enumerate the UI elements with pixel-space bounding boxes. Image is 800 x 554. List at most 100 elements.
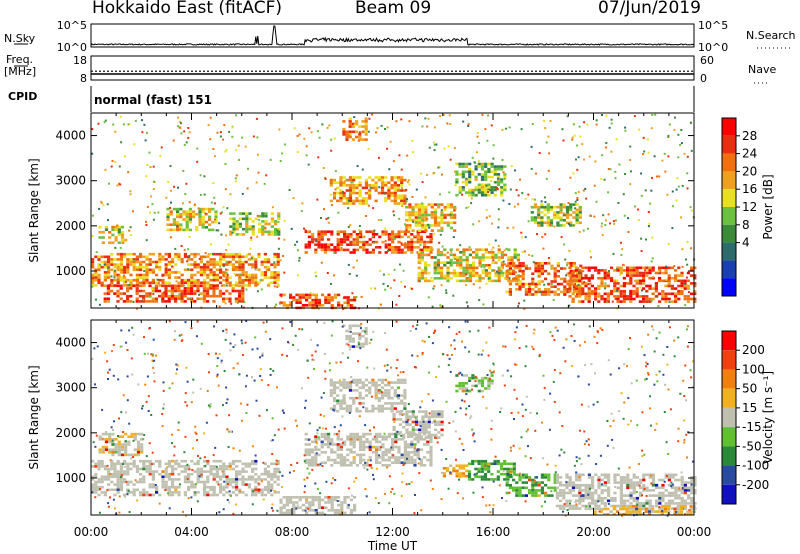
velocity-cell <box>343 498 347 502</box>
power-cell <box>429 238 433 241</box>
power-cell <box>590 292 594 296</box>
power-speckle <box>218 222 221 225</box>
power-cell <box>177 281 181 285</box>
power-speckle <box>690 149 693 152</box>
velocity-cell <box>587 483 591 487</box>
power-cell <box>330 296 334 299</box>
power-cell <box>563 277 567 281</box>
power-cell <box>403 246 407 249</box>
velocity-cell <box>531 494 535 497</box>
power-cell <box>94 284 98 287</box>
velocity-cell <box>568 481 572 484</box>
power-cell <box>215 263 219 266</box>
velocity-cell <box>405 428 409 432</box>
velocity-cell <box>199 467 203 471</box>
power-speckle <box>566 264 568 267</box>
power-speckle <box>543 283 546 286</box>
power-cell <box>247 284 251 287</box>
velocity-cell <box>107 483 111 486</box>
velocity-cell <box>559 481 563 484</box>
power-speckle <box>450 251 453 254</box>
power-speckle <box>623 214 626 217</box>
velocity-cell <box>384 394 388 397</box>
velocity-cell <box>270 483 274 486</box>
power-cell <box>145 294 149 298</box>
power-cell <box>195 226 199 229</box>
power-speckle <box>273 285 276 288</box>
velocity-cell <box>483 462 488 466</box>
power-cell <box>680 279 684 283</box>
power-cell <box>164 271 168 274</box>
velocity-cell <box>402 436 406 439</box>
power-cell <box>107 273 111 277</box>
power-cell <box>400 243 404 246</box>
power-cell <box>241 263 245 266</box>
power-cell <box>323 233 327 236</box>
power-cell <box>490 175 494 179</box>
velocity-cell <box>591 496 595 500</box>
velocity-cell <box>528 491 532 495</box>
velocity-cell <box>403 396 407 400</box>
velocity-cell <box>100 465 104 468</box>
velocity-cell <box>619 481 623 484</box>
velocity-cell <box>434 420 438 424</box>
velocity-cell <box>317 511 321 515</box>
power-cell <box>339 178 343 182</box>
power-speckle <box>643 150 646 153</box>
power-speckle <box>334 170 337 173</box>
power-speckle <box>621 248 624 251</box>
power-cell <box>417 224 422 227</box>
power-cell <box>355 197 359 200</box>
power-speckle <box>113 276 116 279</box>
power-cell <box>324 301 328 304</box>
power-cell <box>317 298 321 302</box>
power-cell <box>348 186 353 190</box>
power-cell <box>264 230 268 234</box>
power-cell <box>528 282 532 286</box>
power-speckle <box>509 265 512 268</box>
power-cell <box>638 300 642 303</box>
velocity-cell <box>575 494 579 497</box>
power-speckle <box>497 218 500 221</box>
power-cell <box>180 258 184 261</box>
power-cell <box>563 293 567 296</box>
power-cell <box>391 248 395 252</box>
power-cell <box>151 287 155 290</box>
power-cell <box>456 279 460 283</box>
power-cell <box>387 248 391 252</box>
power-cell <box>559 203 563 206</box>
power-speckle <box>560 236 563 239</box>
power-speckle <box>148 295 151 298</box>
velocity-cell <box>613 478 617 482</box>
power-cell <box>161 292 165 295</box>
velocity-cell <box>380 394 385 397</box>
power-cell <box>518 269 522 273</box>
power-speckle <box>360 295 363 298</box>
power-cell <box>273 263 277 266</box>
velocity-cell <box>568 489 572 492</box>
velocity-cell <box>591 491 595 495</box>
velocity-cell <box>587 491 591 495</box>
power-cell <box>414 224 418 227</box>
power-speckle <box>176 225 179 228</box>
velocity-cell <box>603 481 607 484</box>
power-speckle <box>292 197 295 200</box>
power-cell <box>569 205 573 209</box>
velocity-cell <box>164 475 168 479</box>
velocity-cell <box>314 453 318 457</box>
velocity-cell <box>565 486 569 490</box>
velocity-cell <box>215 459 219 463</box>
power-cell <box>232 220 236 223</box>
velocity-cell <box>130 453 134 457</box>
velocity-cell <box>398 431 403 434</box>
power-cell <box>468 167 472 171</box>
velocity-cell <box>323 451 327 454</box>
velocity-cell <box>429 448 433 451</box>
power-cell <box>437 221 441 225</box>
velocity-cell <box>132 493 136 497</box>
power-cell <box>135 268 139 272</box>
velocity-cell <box>405 415 409 419</box>
power-speckle <box>651 113 654 116</box>
power-cell <box>384 243 388 246</box>
velocity-cell <box>471 459 475 463</box>
